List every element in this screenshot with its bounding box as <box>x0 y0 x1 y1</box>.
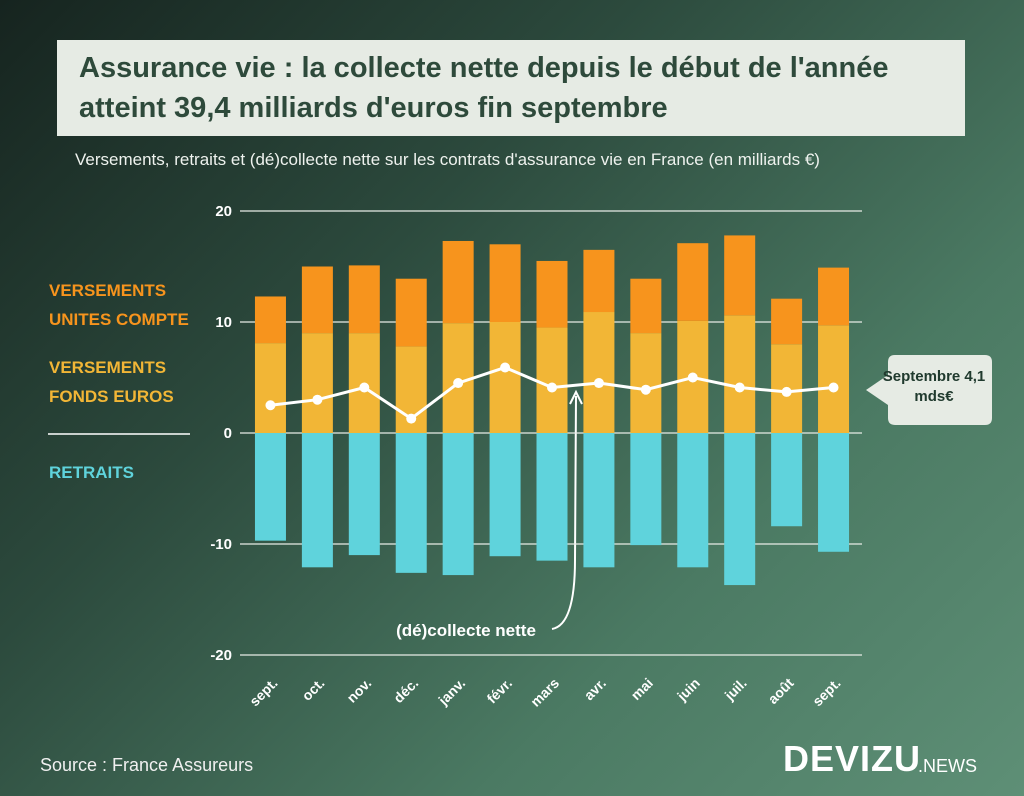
legend-entry: RETRAITS <box>49 463 134 482</box>
bar <box>536 260 568 328</box>
x-tick-label: nov. <box>343 675 374 706</box>
bar <box>771 433 803 527</box>
bar <box>583 433 615 568</box>
bar <box>630 433 662 546</box>
line-point <box>453 378 464 389</box>
callout-box <box>866 355 992 425</box>
y-tick-label: 10 <box>215 314 232 331</box>
x-tick-label: sept. <box>809 675 843 709</box>
line-point <box>828 382 839 393</box>
bar <box>254 296 286 344</box>
bar <box>489 244 521 322</box>
bar <box>583 312 615 433</box>
bar <box>677 433 709 568</box>
line-point <box>547 382 557 393</box>
bar <box>348 265 380 334</box>
bar <box>724 433 756 586</box>
bar <box>301 333 333 433</box>
y-tick-label: 20 <box>215 203 232 220</box>
bar <box>630 278 662 334</box>
x-tick-label: mars <box>527 675 562 710</box>
bar <box>818 433 850 552</box>
bar <box>489 322 521 433</box>
bar <box>677 243 709 321</box>
bar <box>489 433 521 557</box>
line-point <box>500 362 511 373</box>
bar <box>536 433 568 561</box>
logo: DEVIZU <box>783 738 922 779</box>
line-point <box>312 394 323 405</box>
bar <box>395 278 427 347</box>
y-tick-label: 0 <box>224 425 232 442</box>
line-point <box>687 372 698 383</box>
bar <box>818 325 850 433</box>
x-tick-label: juin <box>673 675 703 705</box>
x-tick-label: juil. <box>721 675 750 704</box>
line-point <box>406 413 417 424</box>
x-tick-label: sept. <box>246 675 280 709</box>
annotation-arrow <box>551 395 577 630</box>
bar <box>818 267 850 326</box>
legend-entry: VERSEMENTS UNITES COMPTE <box>49 281 189 329</box>
bar <box>536 327 568 433</box>
bar <box>442 240 474 324</box>
bar <box>442 433 474 576</box>
title-box: Assurance vie : la collecte nette depuis… <box>57 40 965 136</box>
x-tick-label: mai <box>628 675 656 703</box>
line-point <box>781 386 792 397</box>
bar <box>301 433 333 568</box>
line-point <box>359 382 370 393</box>
x-tick-label: oct. <box>299 675 328 704</box>
legend-entry: VERSEMENTS FONDS EUROS <box>49 358 174 406</box>
bar <box>348 433 380 556</box>
line-point <box>265 400 276 411</box>
bar <box>301 266 333 334</box>
logo-suffix: .NEWS <box>918 756 978 776</box>
line-point <box>640 384 651 395</box>
bar <box>395 433 427 573</box>
bar <box>583 249 615 313</box>
bar <box>254 433 286 541</box>
bar <box>724 315 756 433</box>
x-tick-label: août <box>765 675 797 707</box>
line-point <box>734 382 745 393</box>
line-point <box>593 378 604 389</box>
chart-title: Assurance vie : la collecte nette depuis… <box>79 52 889 124</box>
bar <box>724 235 756 316</box>
y-tick-label: -10 <box>210 536 232 553</box>
x-tick-label: avr. <box>581 675 609 703</box>
source: Source : France Assureurs <box>40 755 254 775</box>
callout-text: Septembre 4,1 mds€ <box>882 368 986 405</box>
bar <box>771 298 803 345</box>
arrow-head <box>569 389 583 405</box>
line-label: (dé)collecte nette <box>396 621 536 640</box>
x-tick-label: janv. <box>434 675 468 709</box>
chart-subtitle: Versements, retraits et (dé)collecte net… <box>75 150 820 169</box>
x-tick-label: févr. <box>484 675 516 707</box>
x-tick-label: déc. <box>390 675 421 706</box>
y-tick-label: -20 <box>210 647 232 664</box>
bar <box>630 333 662 433</box>
bar <box>254 343 286 433</box>
